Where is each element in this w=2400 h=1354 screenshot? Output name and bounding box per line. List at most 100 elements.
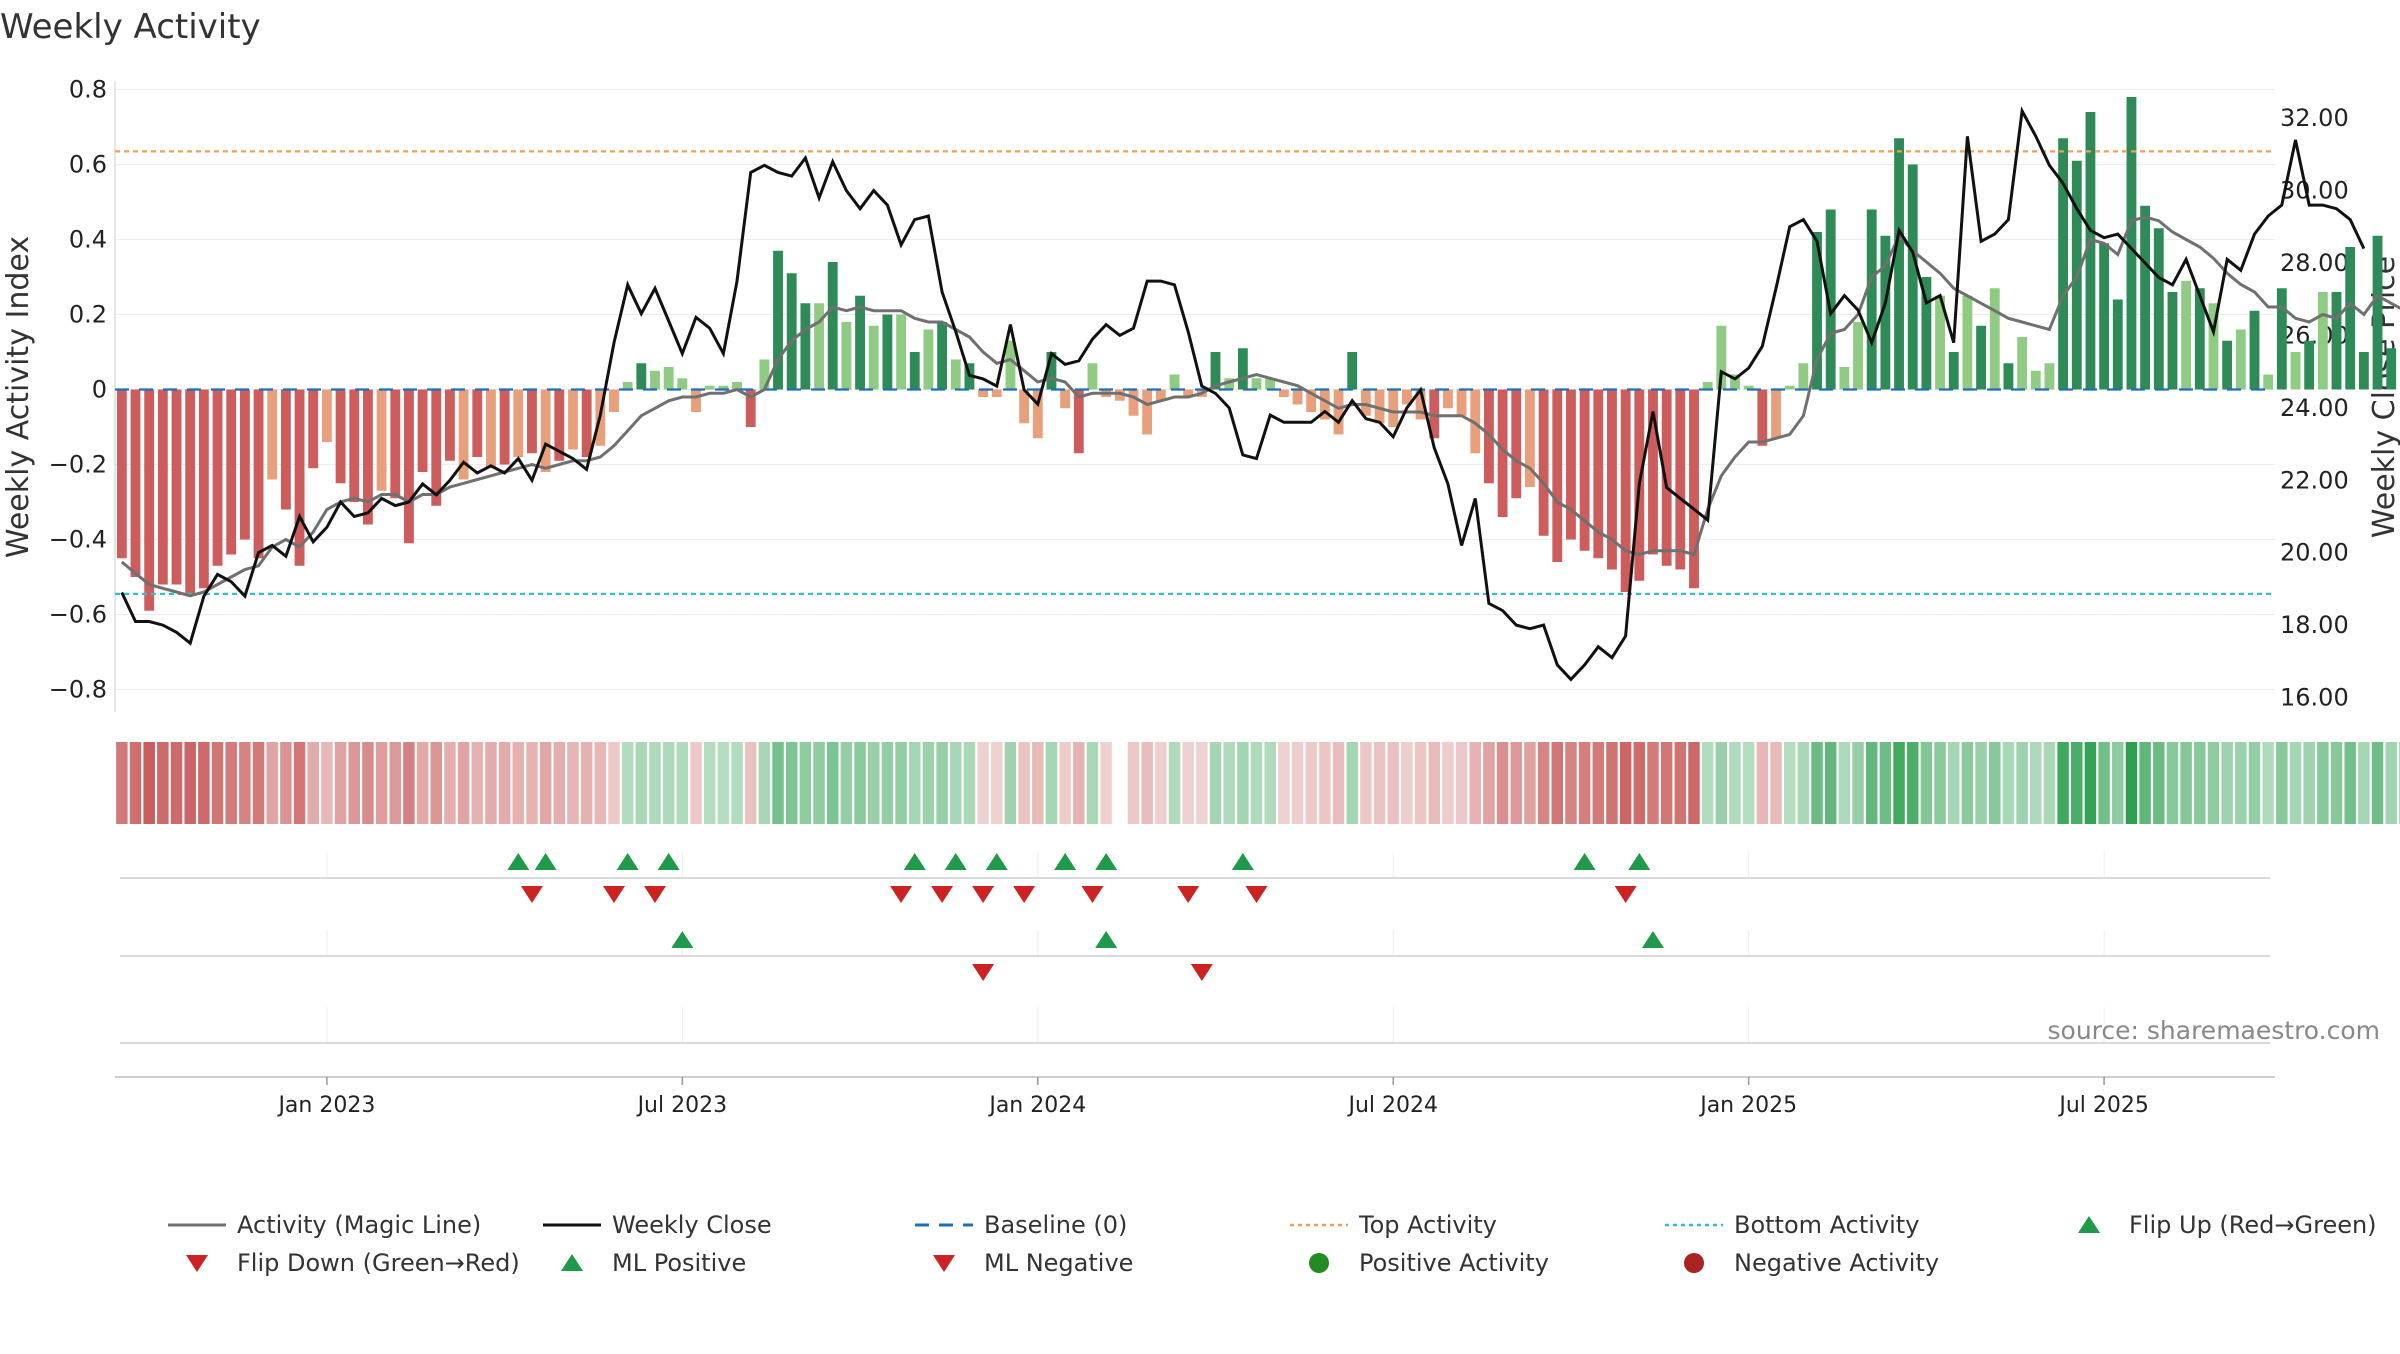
activity-bar	[172, 390, 182, 585]
activity-bar	[2236, 330, 2246, 390]
x-tick-label: Jul 2023	[636, 1093, 728, 1118]
heat-ribbon-cell	[280, 742, 291, 824]
activity-bar	[1798, 363, 1808, 389]
y-tick-label: −0.8	[49, 676, 107, 704]
heat-ribbon-cell	[2290, 742, 2301, 824]
activity-bar	[199, 390, 209, 589]
activity-bar	[951, 360, 961, 390]
heat-ribbon-cell	[513, 742, 524, 824]
y2-tick-label: 30.00	[2280, 177, 2349, 205]
activity-bar	[158, 390, 168, 585]
activity-bar	[1552, 390, 1562, 563]
heat-ribbon-cell	[485, 742, 496, 824]
activity-bar	[1689, 390, 1699, 589]
heat-ribbon-cell	[704, 742, 715, 824]
heat-ribbon-cell	[581, 742, 592, 824]
heat-ribbon-cell	[608, 742, 619, 824]
activity-bar	[1388, 390, 1398, 428]
heat-ribbon-cell	[1907, 742, 1918, 824]
heat-ribbon-cell	[1825, 742, 1836, 824]
heat-ribbon-cell	[1647, 742, 1658, 824]
flip-up-marker	[986, 853, 1008, 870]
flip-up-marker	[945, 853, 967, 870]
heat-ribbon-cell	[2085, 742, 2096, 824]
flip-down-marker	[603, 886, 625, 903]
y-tick-label: −0.4	[49, 526, 107, 554]
heat-ribbon-cell	[307, 742, 318, 824]
heat-ribbon-cell	[2030, 742, 2041, 824]
activity-bar	[992, 390, 1002, 398]
activity-bar	[144, 390, 154, 611]
y2-tick-label: 28.00	[2280, 249, 2349, 277]
activity-bar	[787, 273, 797, 389]
activity-bar	[185, 390, 195, 596]
activity-bar	[377, 390, 387, 491]
heat-ribbon-cell	[1100, 742, 1111, 824]
heat-ribbon-cell	[253, 742, 264, 824]
y2-tick-label: 32.00	[2280, 104, 2349, 132]
activity-bar	[1074, 390, 1084, 454]
heat-ribbon-cell	[895, 742, 906, 824]
activity-bar	[1894, 138, 1904, 389]
heat-ribbon-cell	[677, 742, 688, 824]
x-tick-label: Jan 2025	[1698, 1093, 1797, 1118]
heat-ribbon-cell	[1675, 742, 1686, 824]
heat-ribbon-cell	[2044, 742, 2055, 824]
activity-bar	[978, 390, 988, 398]
heat-ribbon-cell	[1579, 742, 1590, 824]
heat-ribbon-cell	[1169, 742, 1180, 824]
heat-ribbon-cell	[800, 742, 811, 824]
heat-ribbon-cell	[472, 742, 483, 824]
activity-bar	[1347, 352, 1357, 390]
heat-ribbon-cell	[1196, 742, 1207, 824]
heat-ribbon-cell	[417, 742, 428, 824]
activity-bar	[568, 390, 578, 450]
activity-bar	[923, 330, 933, 390]
heat-ribbon-cell	[1442, 742, 1453, 824]
ml-positive-marker	[1095, 931, 1117, 948]
heat-ribbon-cell	[745, 742, 756, 824]
heat-ribbon-cell	[2276, 742, 2287, 824]
heat-ribbon-cell	[1483, 742, 1494, 824]
flip-down-marker	[644, 886, 666, 903]
heat-ribbon-cell	[854, 742, 865, 824]
legend-label: Bottom Activity	[1734, 1211, 1919, 1239]
activity-bar	[418, 390, 428, 473]
activity-bar	[2250, 311, 2260, 390]
heat-ribbon-cell	[636, 742, 647, 824]
heat-ribbon-cell	[923, 742, 934, 824]
heat-ribbon-cell	[1784, 742, 1795, 824]
heat-ribbon-cell	[2235, 742, 2246, 824]
heat-ribbon-cell	[1346, 742, 1357, 824]
legend-label: Activity (Magic Line)	[237, 1211, 481, 1239]
activity-bar	[226, 390, 236, 555]
heat-ribbon-cell	[1333, 742, 1344, 824]
activity-bar	[896, 315, 906, 390]
activity-bar	[2113, 300, 2123, 390]
activity-bar	[2345, 247, 2355, 390]
heat-ribbon-cell	[2167, 742, 2178, 824]
y2-tick-label: 24.00	[2280, 394, 2349, 422]
flip-down-marker	[1246, 886, 1268, 903]
heat-ribbon-cell	[376, 742, 387, 824]
heat-ribbon-cell	[2071, 742, 2082, 824]
activity-bar	[254, 390, 264, 559]
heat-ribbon-cell	[2331, 742, 2342, 824]
activity-bar	[513, 390, 523, 458]
y-tick-label: 0.2	[69, 301, 107, 329]
heat-ribbon-cell	[868, 742, 879, 824]
activity-bar	[500, 390, 510, 465]
heat-ribbon-cell	[1210, 742, 1221, 824]
activity-bar	[472, 390, 482, 458]
heat-ribbon-cell	[1087, 742, 1098, 824]
heat-ribbon-cell	[1305, 742, 1316, 824]
heat-ribbon-cell	[1839, 742, 1850, 824]
activity-bar	[1457, 390, 1467, 416]
heat-ribbon-cell	[882, 742, 893, 824]
activity-bar	[1252, 378, 1262, 389]
heat-ribbon-cell	[2208, 742, 2219, 824]
activity-bar	[2003, 363, 2013, 389]
activity-bar	[1962, 296, 1972, 390]
